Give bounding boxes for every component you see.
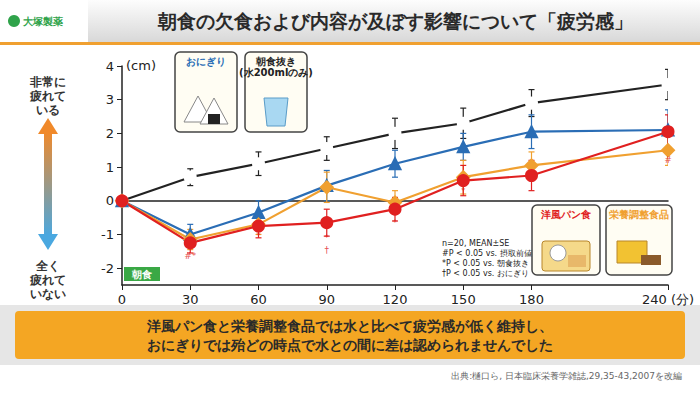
svg-text:疲れて: 疲れて bbox=[29, 89, 66, 103]
svg-text:120: 120 bbox=[383, 292, 408, 307]
svg-text:栄養調整食品: 栄養調整食品 bbox=[609, 209, 669, 220]
svg-text:60: 60 bbox=[250, 292, 267, 307]
svg-text:0: 0 bbox=[118, 292, 126, 307]
svg-text:1: 1 bbox=[106, 160, 114, 175]
svg-text:おにぎりでは殆どの時点で水との間に差は認められませんでした: おにぎりでは殆どの時点で水との間に差は認められませんでした bbox=[147, 337, 553, 353]
svg-text:朝食の欠食および内容が及ぼす影響について「疲労感」: 朝食の欠食および内容が及ぼす影響について「疲労感」 bbox=[157, 10, 633, 32]
svg-text:おにぎり: おにぎり bbox=[186, 56, 226, 67]
svg-text:2: 2 bbox=[106, 126, 114, 141]
svg-text:いない: いない bbox=[30, 287, 66, 301]
svg-text:180: 180 bbox=[519, 292, 544, 307]
svg-text:*: * bbox=[393, 218, 398, 228]
svg-text:(cm): (cm) bbox=[126, 58, 156, 73]
svg-text:(水200mlのみ): (水200mlのみ) bbox=[239, 67, 313, 78]
svg-text:4: 4 bbox=[106, 59, 114, 74]
svg-text:90: 90 bbox=[318, 292, 335, 307]
svg-text:0: 0 bbox=[106, 193, 114, 208]
svg-text:#P < 0.05 vs. 摂取前値: #P < 0.05 vs. 摂取前値 bbox=[442, 249, 532, 258]
svg-text:n=20, MEAN±SE: n=20, MEAN±SE bbox=[442, 239, 509, 248]
svg-text:150: 150 bbox=[451, 292, 476, 307]
svg-text:いる: いる bbox=[36, 103, 60, 117]
svg-text:#: # bbox=[664, 155, 672, 165]
svg-text:#*: #* bbox=[184, 251, 197, 261]
svg-text:大塚製薬: 大塚製薬 bbox=[22, 16, 63, 27]
svg-text:†: † bbox=[325, 245, 330, 255]
svg-text:全く: 全く bbox=[35, 259, 60, 273]
svg-text:240 (分): 240 (分) bbox=[642, 292, 694, 307]
svg-text:朝食抜き: 朝食抜き bbox=[255, 56, 296, 67]
svg-text:*: * bbox=[256, 231, 261, 241]
svg-text:*: * bbox=[325, 233, 330, 243]
svg-text:疲れて: 疲れて bbox=[29, 273, 66, 287]
svg-text:*: * bbox=[461, 186, 466, 196]
svg-text:†P < 0.05 vs. おにぎり: †P < 0.05 vs. おにぎり bbox=[442, 269, 529, 278]
svg-text:非常に: 非常に bbox=[29, 75, 66, 89]
svg-text:30: 30 bbox=[182, 292, 199, 307]
svg-text:洋風パン食と栄養調整食品では水と比べて疲労感が低く維持し、: 洋風パン食と栄養調整食品では水と比べて疲労感が低く維持し、 bbox=[146, 318, 553, 334]
svg-text:朝食: 朝食 bbox=[131, 269, 152, 280]
svg-text:-1: -1 bbox=[101, 227, 114, 242]
svg-text:3: 3 bbox=[106, 92, 114, 107]
svg-text:出典:樋口ら, 日本臨床栄養学雑誌,29,35-43,200: 出典:樋口ら, 日本臨床栄養学雑誌,29,35-43,2007を改編 bbox=[451, 371, 682, 381]
svg-text:*P < 0.05 vs. 朝食抜き: *P < 0.05 vs. 朝食抜き bbox=[442, 259, 529, 268]
svg-text:洋風パン食: 洋風パン食 bbox=[540, 209, 591, 220]
svg-text:-2: -2 bbox=[101, 261, 114, 276]
